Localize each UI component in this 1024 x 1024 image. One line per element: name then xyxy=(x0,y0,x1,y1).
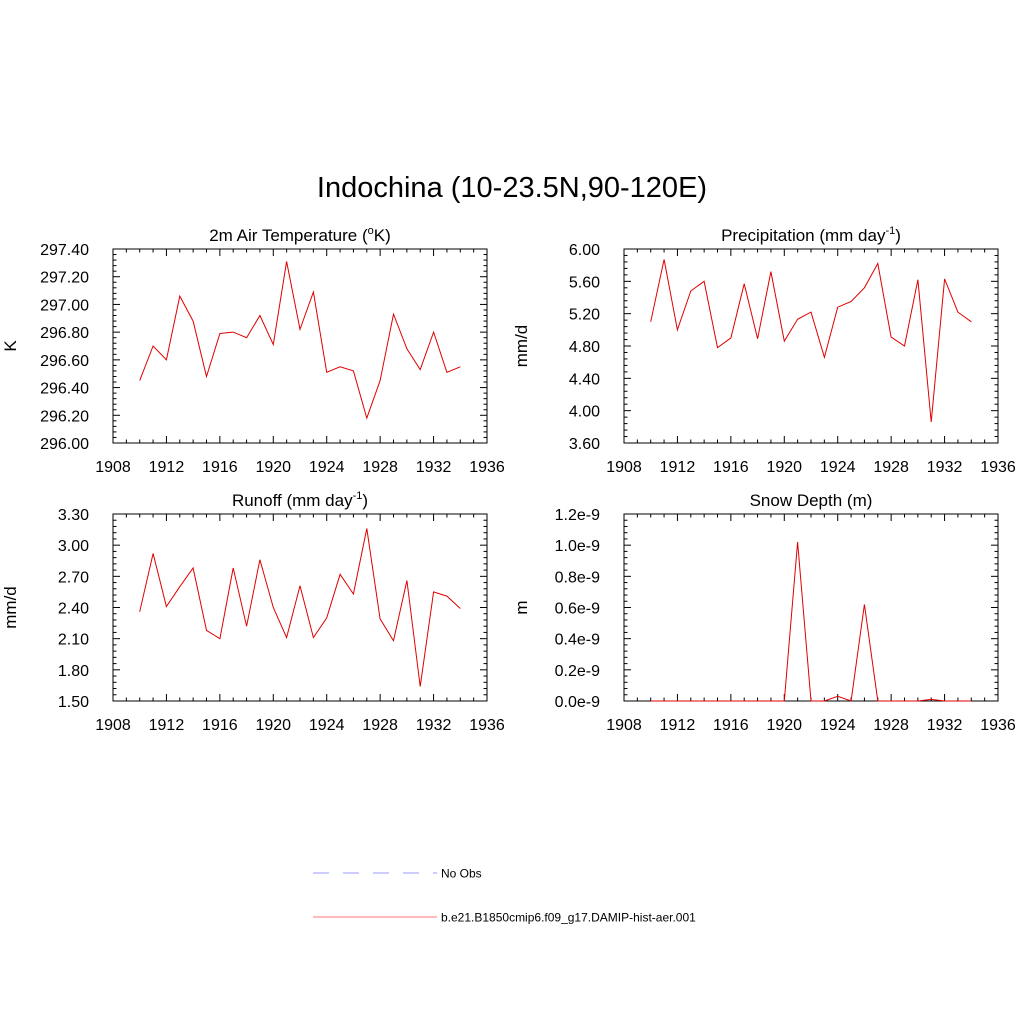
panel-title-text: Precipitation (mm day xyxy=(721,226,886,245)
x-tick-label: 1912 xyxy=(660,717,696,734)
y-tick-label: 0.6e-9 xyxy=(555,601,600,618)
x-tick-label: 1908 xyxy=(606,459,642,476)
y-tick-label: 296.00 xyxy=(40,436,89,453)
x-tick-label: 1928 xyxy=(873,459,909,476)
y-tick-label: 3.30 xyxy=(58,507,89,524)
y-tick-label: 2.10 xyxy=(58,632,89,649)
panel-title-text-end: ) xyxy=(895,226,901,245)
panel-title-text-end: ) xyxy=(362,491,368,510)
panels: 1908 1912 1916 1920 1924 1928 1932 1936 296.00 29… xyxy=(1,225,1016,734)
y-tick-label: 1.2e-9 xyxy=(555,507,600,524)
x-tick-label: 1916 xyxy=(713,717,749,734)
series-line xyxy=(650,541,972,702)
panel-title: Snow Depth (m) xyxy=(750,491,873,510)
y-tick-label: 297.00 xyxy=(40,297,89,314)
x-tick-label: 1932 xyxy=(927,459,963,476)
y-tick-label: 4.80 xyxy=(569,339,600,356)
y-tick-label: 5.60 xyxy=(569,274,600,291)
y-axis-label: m xyxy=(512,600,531,614)
y-tick-label: 0.8e-9 xyxy=(555,569,600,586)
main-title: Indochina (10-23.5N,90-120E) xyxy=(316,172,708,204)
y-tick-label: 4.40 xyxy=(569,371,600,388)
x-tick-label: 1924 xyxy=(309,459,345,476)
x-tick-label: 1936 xyxy=(980,717,1016,734)
y-tick-label: 1.80 xyxy=(58,663,89,680)
x-tick-label: 1928 xyxy=(873,717,909,734)
panel-title: 2m Air Temperature (oK) xyxy=(209,225,391,245)
panel-title-text: Runoff (mm day xyxy=(232,491,353,510)
y-tick-label: 2.70 xyxy=(58,569,89,586)
series-line xyxy=(139,528,461,687)
x-tick-label: 1936 xyxy=(469,717,505,734)
plot-frame xyxy=(623,513,999,702)
x-tick-label: 1928 xyxy=(362,717,398,734)
panel-title-superscript: o xyxy=(368,225,374,237)
panel-title-text-end: K) xyxy=(374,226,391,245)
x-tick-label: 1920 xyxy=(255,717,291,734)
y-tick-label: 1.50 xyxy=(58,694,89,711)
x-tick-label: 1912 xyxy=(149,459,185,476)
x-tick-label: 1924 xyxy=(820,717,856,734)
x-tick-label: 1916 xyxy=(713,459,749,476)
y-tick-label: 296.20 xyxy=(40,408,89,425)
x-tick-label: 1916 xyxy=(202,459,238,476)
y-tick-label: 296.40 xyxy=(40,381,89,398)
y-tick-label: 1.0e-9 xyxy=(555,538,600,555)
panel-3: 1908 1912 1916 1920 1924 1928 1932 1936 1.50 1.80… xyxy=(1,490,505,734)
plot-frame xyxy=(623,248,999,444)
x-tick-label: 1912 xyxy=(660,459,696,476)
x-tick-label: 1920 xyxy=(766,459,802,476)
y-tick-label: 296.60 xyxy=(40,353,89,370)
y-tick-label: 3.00 xyxy=(58,538,89,555)
panel-title-superscript: -1 xyxy=(353,490,363,502)
x-tick-label: 1920 xyxy=(255,459,291,476)
panel-title: Runoff (mm day-1) xyxy=(232,490,368,510)
y-tick-label: 5.20 xyxy=(569,307,600,324)
y-tick-label: 0.4e-9 xyxy=(555,632,600,649)
panel-1: 1908 1912 1916 1920 1924 1928 1932 1936 296.00 29… xyxy=(1,225,505,476)
x-tick-label: 1908 xyxy=(95,717,131,734)
x-tick-label: 1932 xyxy=(927,717,963,734)
y-tick-label: 0.0e-9 xyxy=(555,694,600,711)
x-tick-label: 1924 xyxy=(820,459,856,476)
y-axis-label: K xyxy=(1,340,20,352)
y-axis-label: mm/d xyxy=(512,325,531,368)
panel-title: Precipitation (mm day-1) xyxy=(721,225,901,245)
panel-title-superscript: -1 xyxy=(885,225,895,237)
y-tick-label: 6.00 xyxy=(569,242,600,259)
x-tick-label: 1920 xyxy=(766,717,802,734)
legend-label-no-obs: No Obs xyxy=(441,867,482,881)
legend: No Obs b.e21.B1850cmip6.f09_g17.DAMIP-hi… xyxy=(313,867,696,925)
panel-title-text: Snow Depth (m) xyxy=(750,491,873,510)
y-tick-label: 3.60 xyxy=(569,436,600,453)
series-line xyxy=(139,261,461,420)
y-tick-label: 297.20 xyxy=(40,270,89,287)
x-tick-label: 1932 xyxy=(416,459,452,476)
x-tick-label: 1924 xyxy=(309,717,345,734)
y-tick-label: 2.40 xyxy=(58,601,89,618)
x-tick-label: 1908 xyxy=(95,459,131,476)
x-tick-label: 1908 xyxy=(606,717,642,734)
y-tick-label: 4.00 xyxy=(569,404,600,421)
y-axis-label: mm/d xyxy=(1,586,20,629)
x-tick-label: 1928 xyxy=(362,459,398,476)
y-tick-label: 296.80 xyxy=(40,325,89,342)
x-tick-label: 1916 xyxy=(202,717,238,734)
x-tick-label: 1912 xyxy=(149,717,185,734)
panel-2: 1908 1912 1916 1920 1924 1928 1932 1936 3.60 4.00… xyxy=(512,225,1016,476)
legend-label-model: b.e21.B1850cmip6.f09_g17.DAMIP-hist-aer.… xyxy=(441,911,696,925)
x-tick-label: 1932 xyxy=(416,717,452,734)
panel-title-text: 2m Air Temperature ( xyxy=(209,226,368,245)
x-tick-label: 1936 xyxy=(469,459,505,476)
panel-4: 1908 1912 1916 1920 1924 1928 1932 1936 0.0e-9 0.… xyxy=(512,491,1016,734)
x-tick-label: 1936 xyxy=(980,459,1016,476)
series-line xyxy=(650,259,972,423)
y-tick-label: 297.40 xyxy=(40,242,89,259)
y-tick-label: 0.2e-9 xyxy=(555,663,600,680)
